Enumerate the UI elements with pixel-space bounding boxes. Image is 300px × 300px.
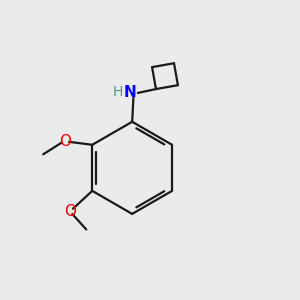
Text: O: O	[64, 204, 76, 219]
Text: N: N	[124, 85, 136, 100]
Text: H: H	[113, 85, 123, 99]
Text: O: O	[59, 134, 71, 149]
